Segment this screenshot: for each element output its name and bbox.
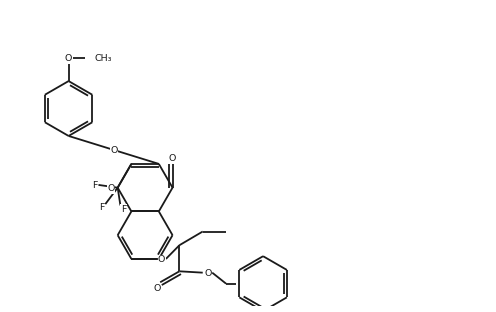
Text: O: O <box>169 154 176 163</box>
Text: O: O <box>110 146 118 155</box>
Text: CH₃: CH₃ <box>94 54 112 63</box>
Text: O: O <box>107 184 115 193</box>
Text: F: F <box>100 203 105 212</box>
Text: F: F <box>121 205 126 214</box>
Text: O: O <box>153 284 161 293</box>
Text: O: O <box>158 256 165 265</box>
Text: F: F <box>93 181 98 190</box>
Text: O: O <box>65 54 72 63</box>
Text: O: O <box>204 269 212 278</box>
